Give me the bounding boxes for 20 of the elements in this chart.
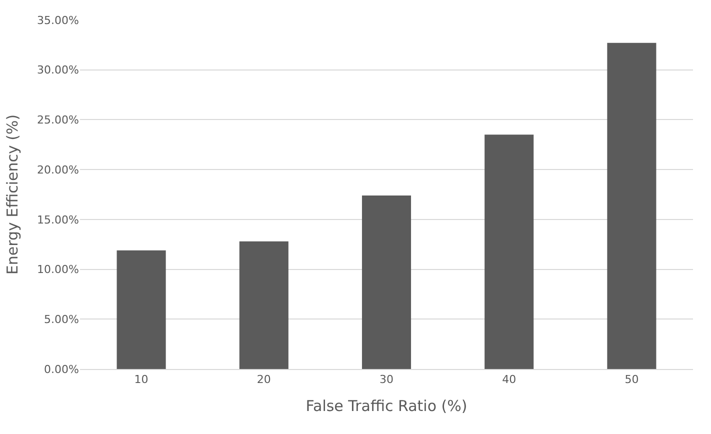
y-tick-label: 5.00%: [44, 312, 79, 326]
bar: [484, 134, 534, 369]
x-axis-title: False Traffic Ratio (%): [306, 397, 468, 416]
y-tick-label: 20.00%: [37, 163, 79, 176]
bar: [362, 196, 412, 369]
bar: [116, 250, 166, 369]
bar: [239, 241, 288, 369]
x-tick-label: 30: [380, 373, 394, 386]
y-tick-label: 25.00%: [37, 114, 79, 127]
x-tick-label: 20: [256, 373, 271, 386]
bar: [607, 42, 656, 369]
y-tick-label: 35.00%: [37, 14, 79, 27]
x-tick-label: 40: [502, 373, 516, 386]
y-tick-label: 30.00%: [37, 64, 79, 77]
y-tick-label: 0.00%: [44, 362, 79, 376]
y-tick-label: 15.00%: [37, 213, 79, 226]
x-tick-label: 10: [134, 373, 148, 386]
y-tick-label: 10.00%: [37, 263, 79, 276]
x-tick-label: 50: [624, 373, 639, 386]
y-axis-title: Energy Efficiency (%): [3, 114, 22, 275]
